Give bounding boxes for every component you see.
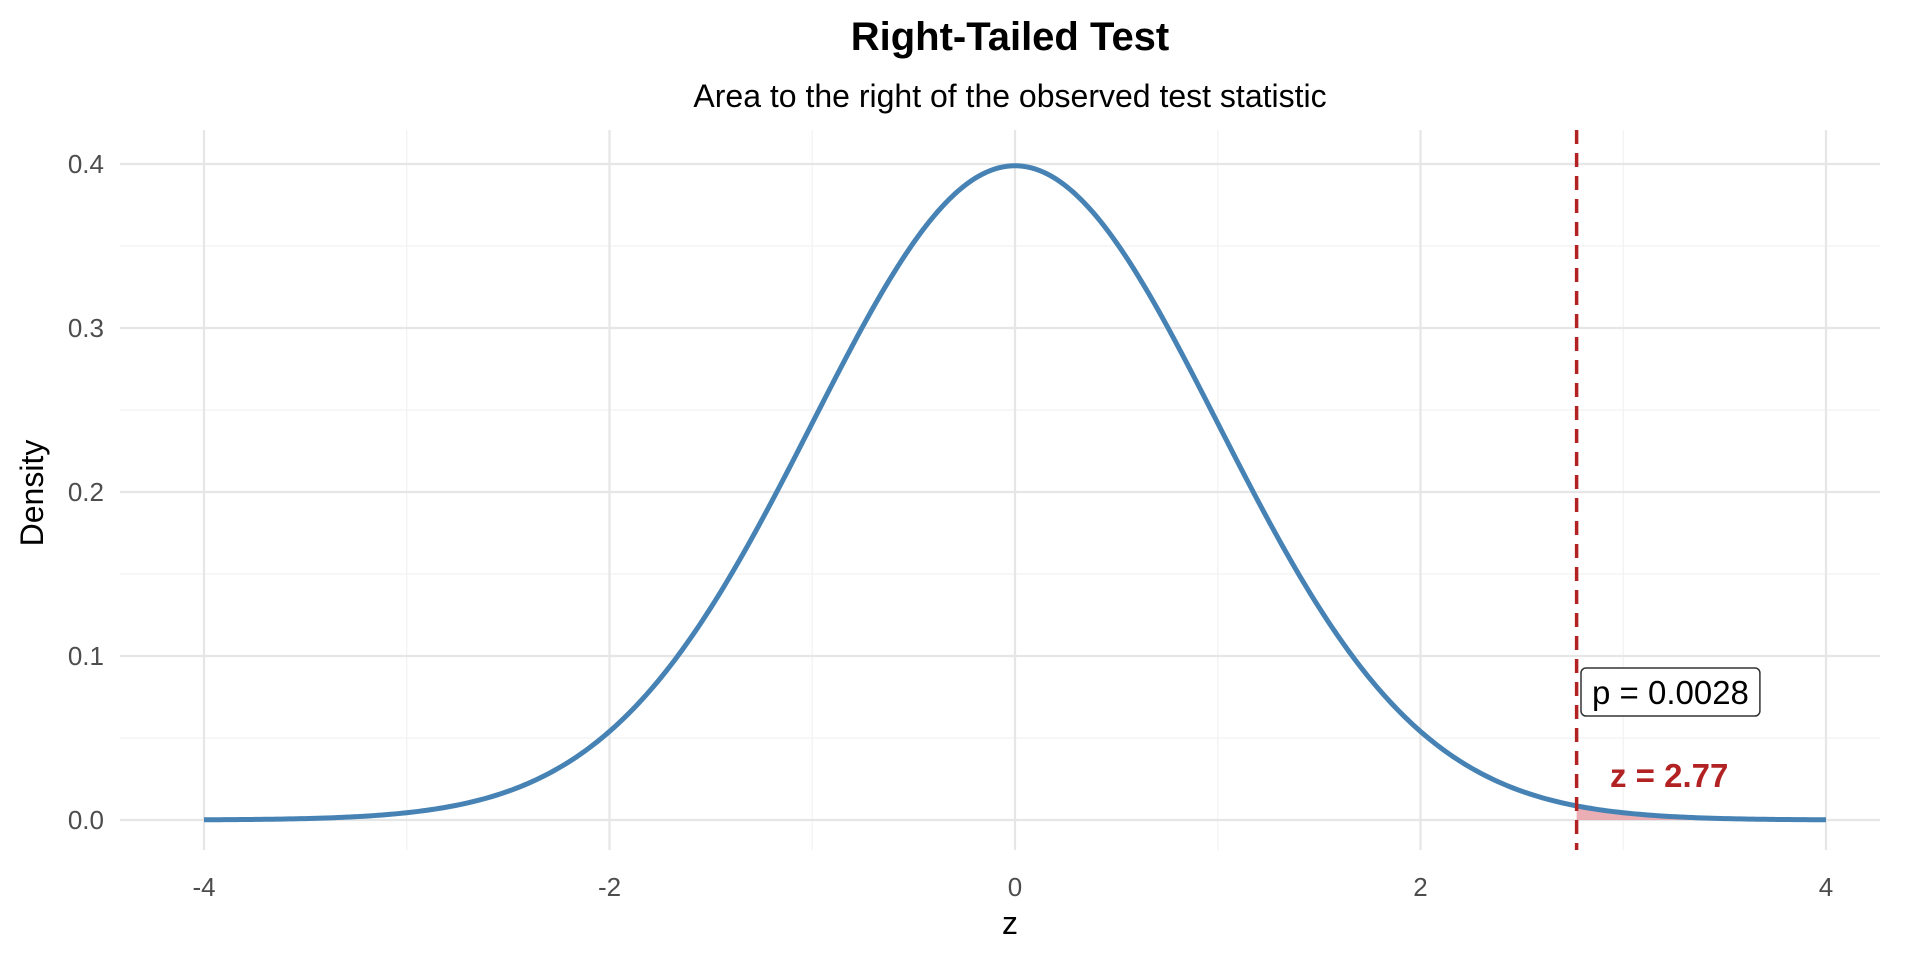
y-tick-label: 0.1	[68, 641, 104, 671]
x-tick-label: -2	[598, 872, 621, 902]
p-value-label-box	[1580, 667, 1761, 717]
density-curve	[203, 163, 1827, 823]
x-tick-label: 4	[1819, 872, 1833, 902]
p-value-text: p = 0.0028	[1592, 674, 1749, 711]
minor-grid	[120, 130, 1880, 850]
z-statistic-label: z = 2.77	[1610, 757, 1728, 794]
y-tick-label: 0.4	[68, 149, 104, 179]
p-value-label: p = 0.0028	[1580, 667, 1761, 717]
chart-title: Right-Tailed Test	[851, 15, 1170, 59]
chart-subtitle: Area to the right of the observed test s…	[693, 78, 1326, 114]
major-grid	[120, 130, 1880, 850]
y-tick-label: 0.0	[68, 805, 104, 835]
y-tick-label: 0.2	[68, 477, 104, 507]
x-axis-title: z	[1002, 905, 1018, 941]
y-axis-ticks: 0.0 0.1 0.2 0.3 0.4	[68, 149, 104, 835]
y-tick-label: 0.3	[68, 313, 104, 343]
x-tick-label: 0	[1008, 872, 1022, 902]
x-axis-ticks: -4 -2 0 2 4	[192, 872, 1833, 902]
y-axis-title: Density	[14, 440, 50, 547]
x-tick-label: -4	[192, 872, 215, 902]
x-tick-label: 2	[1413, 872, 1427, 902]
